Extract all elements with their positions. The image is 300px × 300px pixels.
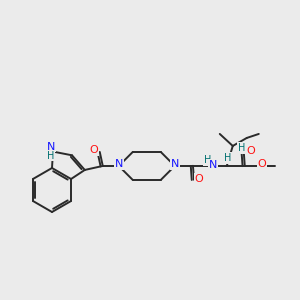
Text: N: N (47, 142, 55, 152)
Text: O: O (257, 159, 266, 169)
Text: O: O (89, 145, 98, 155)
Text: H: H (47, 151, 55, 160)
Text: N: N (115, 159, 123, 169)
Text: H: H (204, 155, 212, 165)
Text: O: O (246, 146, 255, 156)
Text: O: O (194, 174, 203, 184)
Text: H: H (224, 153, 232, 163)
Text: N: N (208, 160, 217, 170)
Text: H: H (238, 143, 245, 153)
Text: N: N (171, 159, 179, 169)
